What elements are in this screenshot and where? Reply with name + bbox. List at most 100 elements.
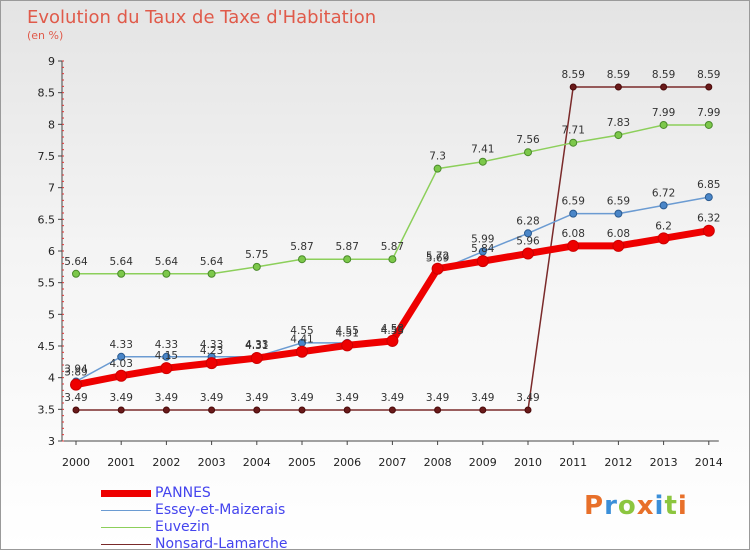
data-label: 3.49 bbox=[64, 392, 87, 404]
data-label: 5.64 bbox=[64, 256, 88, 268]
x-tick-label: 2012 bbox=[604, 456, 632, 469]
data-point bbox=[298, 255, 306, 264]
data-labels: 3.89 4.03 4.15 4.23 4.31 4.41 4.51 4.58 5.72 5.84… bbox=[64, 69, 720, 404]
x-tick-label: 2010 bbox=[514, 456, 542, 469]
data-label: 7.71 bbox=[562, 125, 585, 137]
data-label: 6.08 bbox=[607, 228, 630, 240]
data-point bbox=[433, 164, 442, 173]
data-point bbox=[524, 148, 532, 157]
data-label: 3.49 bbox=[426, 392, 449, 404]
data-point bbox=[567, 239, 580, 252]
data-point bbox=[657, 232, 670, 245]
data-label: 4.33 bbox=[245, 339, 268, 351]
data-point bbox=[476, 255, 489, 268]
data-point bbox=[704, 120, 713, 129]
x-tick-label: 2009 bbox=[469, 456, 497, 469]
y-tick-label: 5 bbox=[48, 308, 55, 321]
data-label: 8.59 bbox=[652, 69, 675, 81]
data-label: 7.99 bbox=[652, 107, 675, 119]
data-label: 7.3 bbox=[429, 151, 446, 163]
legend-swatch bbox=[101, 526, 151, 529]
data-point bbox=[614, 83, 622, 91]
x-tick-label: 2011 bbox=[559, 456, 587, 469]
legend-item: PANNES bbox=[101, 485, 287, 502]
data-point bbox=[162, 352, 171, 361]
data-point bbox=[659, 201, 668, 210]
x-tick-label: 2006 bbox=[333, 456, 361, 469]
x-tick-label: 2013 bbox=[650, 456, 678, 469]
data-label: 4.23 bbox=[200, 345, 223, 357]
logo-letter: i bbox=[654, 491, 665, 521]
data-label: 4.03 bbox=[110, 358, 133, 370]
legend-item: Essey-et-Maizerais bbox=[101, 502, 287, 519]
legend-label: Nonsard-Lamarche bbox=[155, 536, 288, 550]
data-point bbox=[253, 406, 261, 414]
data-label: 5.87 bbox=[290, 241, 313, 253]
data-point bbox=[659, 120, 668, 129]
data-label: 5.64 bbox=[200, 256, 224, 268]
data-label: 3.49 bbox=[336, 392, 359, 404]
x-tick-label: 2004 bbox=[243, 456, 271, 469]
data-point bbox=[478, 157, 487, 166]
data-point bbox=[612, 239, 625, 252]
data-label: 6.85 bbox=[697, 179, 720, 191]
x-tick-label: 2002 bbox=[152, 456, 180, 469]
data-label: 3.49 bbox=[516, 392, 539, 404]
data-label: 6.59 bbox=[607, 196, 630, 208]
data-label: 4.33 bbox=[200, 339, 223, 351]
data-point bbox=[115, 369, 128, 382]
data-label: 5.99 bbox=[471, 234, 494, 246]
x-tick-label: 2008 bbox=[424, 456, 452, 469]
y-tick-label: 3 bbox=[48, 435, 55, 448]
data-point bbox=[660, 83, 668, 91]
data-label: 5.87 bbox=[336, 241, 359, 253]
x-tick-label: 2005 bbox=[288, 456, 316, 469]
data-point bbox=[614, 209, 623, 218]
data-point bbox=[569, 209, 578, 218]
y-tick-label: 4 bbox=[48, 372, 55, 385]
data-point bbox=[569, 138, 578, 147]
y-tick-label: 8 bbox=[48, 118, 55, 131]
data-point bbox=[160, 362, 173, 375]
data-point bbox=[72, 406, 80, 414]
y-tick-label: 5.5 bbox=[38, 277, 56, 290]
data-point bbox=[162, 406, 170, 414]
x-tick-label: 2000 bbox=[62, 456, 90, 469]
data-label: 5.96 bbox=[516, 236, 540, 248]
data-point bbox=[117, 269, 126, 278]
logo-letter: o bbox=[617, 491, 637, 521]
data-label: 3.49 bbox=[200, 392, 223, 404]
data-label: 4.33 bbox=[110, 339, 133, 351]
legend-swatch bbox=[101, 509, 151, 512]
data-point bbox=[207, 269, 216, 278]
data-point bbox=[72, 269, 80, 278]
data-label: 3.89 bbox=[64, 367, 87, 379]
series-lines bbox=[70, 83, 715, 414]
legend-item: Nonsard-Lamarche bbox=[101, 536, 288, 550]
data-label: 5.72 bbox=[426, 251, 449, 263]
data-label: 4.55 bbox=[336, 325, 359, 337]
legend-label: Euvezin bbox=[155, 519, 210, 535]
data-label: 3.49 bbox=[381, 392, 404, 404]
data-label: 3.49 bbox=[110, 392, 133, 404]
data-label: 5.69 bbox=[426, 253, 449, 265]
data-label: 3.49 bbox=[471, 392, 494, 404]
logo-letter: t bbox=[664, 491, 678, 521]
data-label: 7.99 bbox=[697, 107, 720, 119]
data-point bbox=[522, 247, 534, 260]
data-label: 6.72 bbox=[652, 187, 675, 199]
data-label: 8.59 bbox=[607, 69, 630, 81]
x-tick-label: 2003 bbox=[198, 456, 226, 469]
data-label: 3.49 bbox=[290, 392, 313, 404]
legend-item: Euvezin bbox=[101, 519, 287, 536]
data-point bbox=[343, 406, 351, 414]
data-point bbox=[431, 262, 444, 275]
y-tick-label: 6.5 bbox=[38, 213, 56, 226]
data-point bbox=[388, 255, 397, 264]
data-point bbox=[117, 406, 125, 414]
data-point bbox=[704, 193, 713, 202]
data-label: 3.49 bbox=[245, 392, 268, 404]
data-point bbox=[524, 229, 532, 238]
